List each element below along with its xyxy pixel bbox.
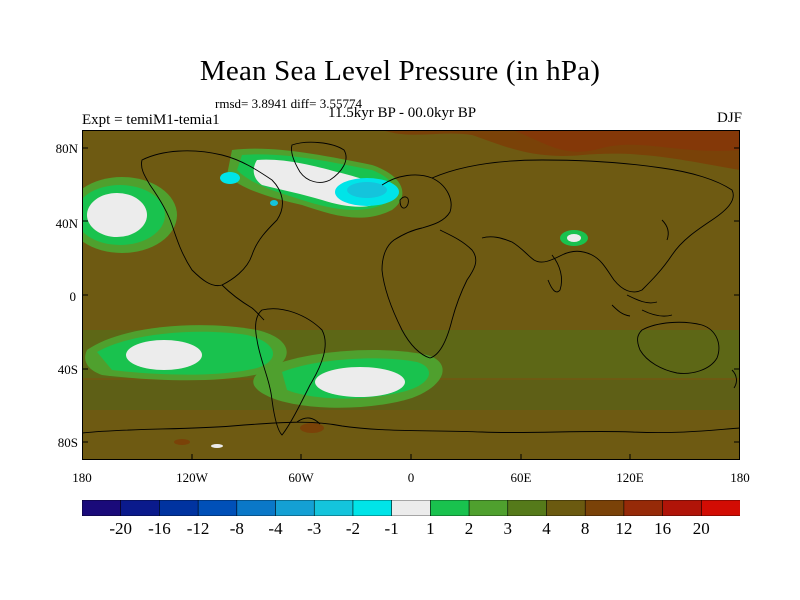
- period-label: 11.5kyr BP - 00.0kyr BP: [328, 105, 477, 121]
- colorbar-tick-label: 2: [464, 519, 474, 538]
- colorbar-tick-label: -16: [148, 519, 171, 538]
- lon-tick-label: 180: [72, 470, 92, 485]
- colorbar-swatch: [313, 500, 354, 516]
- colorbar-swatch: [159, 500, 199, 516]
- colorbar-tick-label: -12: [186, 519, 210, 538]
- colorbar-tick-label: -20: [109, 519, 133, 538]
- coastlines: [82, 141, 740, 436]
- siberian-high-region: [512, 130, 740, 152]
- colorbar-tick-label: -8: [229, 519, 244, 538]
- map-title: Mean Sea Level Pressure (in hPa): [199, 55, 601, 87]
- colorbar-swatch: [546, 500, 586, 516]
- colorbar: [82, 500, 740, 516]
- colorbar-tick-label: 16: [654, 519, 672, 538]
- colorbar-swatch: [352, 500, 393, 516]
- colorbar-tick-label: 1: [426, 519, 435, 538]
- antarctic-low-dot: [211, 444, 223, 448]
- colorbar-tick-label: 4: [542, 519, 551, 538]
- lon-tick-label: 120W: [176, 470, 208, 485]
- colorbar-swatch: [584, 500, 625, 516]
- colorbar-swatch: [82, 500, 122, 516]
- colorbar-tick-label: 20: [692, 519, 710, 538]
- colorbar-swatch: [468, 500, 509, 516]
- lat-tick-label: 80S: [57, 435, 78, 450]
- north-atlantic-low: [220, 148, 403, 218]
- colorbar-swatch: [275, 500, 316, 516]
- colorbar-swatch: [430, 500, 470, 516]
- stats-text: rmsd= 3.8941 diff= 3.55774: [215, 96, 362, 111]
- antarctic-high-dot: [300, 423, 324, 433]
- season-label: DJF: [716, 110, 742, 126]
- colorbar-tick-label: -1: [384, 519, 399, 538]
- colorbar-swatch: [197, 500, 238, 516]
- colorbar-tick-label: -2: [345, 519, 361, 538]
- pressure-difference-map: [82, 130, 740, 460]
- north-pacific-low: [82, 177, 177, 253]
- map-background-field: [82, 130, 740, 460]
- colorbar-tick-label: 8: [580, 519, 590, 538]
- colorbar-tick-label: 3: [503, 519, 513, 538]
- colorbar-swatch: [507, 500, 548, 516]
- map-ticks: [82, 147, 740, 460]
- colorbar-tick-label: -4: [268, 519, 283, 538]
- colorbar-swatch: [662, 500, 703, 516]
- lat-tick-label: 40N: [55, 216, 78, 231]
- colorbar-tick-label: 12: [615, 519, 633, 538]
- antarctic-high-dot: [174, 439, 190, 445]
- colorbar-swatch: [623, 500, 664, 516]
- lon-tick-label: 60W: [288, 470, 314, 485]
- tibet-low-patch: [560, 230, 588, 246]
- lon-tick-label: 180: [730, 470, 750, 485]
- colorbar-swatch: [700, 500, 740, 516]
- colorbar-swatch: [391, 500, 432, 516]
- experiment-label: Expt = temiM1-temia1: [82, 112, 220, 128]
- colorbar-tick-label: -3: [307, 519, 322, 538]
- lon-tick-label: 0: [407, 470, 415, 485]
- colorbar-swatch: [236, 500, 277, 516]
- lat-tick-label: 40S: [57, 362, 78, 377]
- lon-tick-label: 60E: [510, 470, 532, 485]
- south-pacific-low: [85, 325, 287, 381]
- lat-tick-label: 80N: [55, 141, 78, 156]
- lat-tick-label: 0: [69, 289, 77, 304]
- colorbar-swatch: [120, 500, 161, 516]
- lon-tick-label: 120E: [616, 470, 644, 485]
